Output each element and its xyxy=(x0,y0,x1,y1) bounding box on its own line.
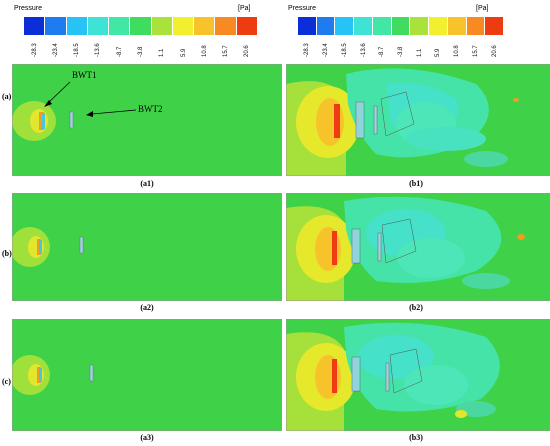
legend-swatch xyxy=(45,17,67,35)
legend-swatch xyxy=(194,17,216,35)
legend-swatch xyxy=(485,17,505,35)
pressure-legend-right: Pressure [Pa] -28.3 -23.4 -18.5 -13.6 -8.7 -3… xyxy=(286,0,550,60)
pressure-legend-left: Pressure [Pa] -28.3 -23.4 -18.5 -13.6 -8.7 -3… xyxy=(12,0,282,60)
legend-swatch xyxy=(172,17,195,35)
legend-swatch xyxy=(24,17,46,35)
panel-b1 xyxy=(286,64,550,176)
panel-caption-b3: (b3) xyxy=(409,433,423,442)
legend-swatch xyxy=(466,17,486,35)
panel-a3 xyxy=(12,319,282,431)
annotation-bwt2: BWT2 xyxy=(138,104,163,114)
panel-b3 xyxy=(286,319,550,431)
row-label-b: (b) xyxy=(2,249,12,258)
legend-color-bar xyxy=(298,17,505,35)
legend-swatch xyxy=(236,17,258,35)
legend-swatch xyxy=(354,17,373,35)
panel-a1 xyxy=(12,64,282,176)
panel-caption-a3: (a3) xyxy=(140,433,154,442)
legend-swatch xyxy=(447,17,467,35)
panel-a2 xyxy=(12,193,282,301)
legend-swatch xyxy=(151,17,173,35)
panel-caption-a1: (a1) xyxy=(140,179,154,188)
legend-swatch xyxy=(66,17,88,35)
legend-swatch xyxy=(335,17,355,35)
legend-swatch xyxy=(372,17,392,35)
panel-caption-b1: (b1) xyxy=(409,179,423,188)
legend-color-bar xyxy=(24,17,258,35)
panel-caption-b2: (b2) xyxy=(409,303,423,312)
legend-unit: [Pa] xyxy=(476,5,489,12)
legend-swatch xyxy=(87,17,110,35)
legend-swatch xyxy=(316,17,336,35)
row-label-c: (c) xyxy=(2,377,11,386)
legend-title: Pressure xyxy=(288,5,317,12)
legend-swatch xyxy=(215,17,237,35)
panel-b2 xyxy=(286,193,550,301)
legend-swatch xyxy=(391,17,411,35)
legend-swatch xyxy=(130,17,152,35)
legend-unit: [Pa] xyxy=(238,5,251,12)
panel-caption-a2: (a2) xyxy=(140,303,154,312)
legend-swatch xyxy=(410,17,430,35)
row-label-a: (a) xyxy=(2,92,12,101)
annotation-bwt1: BWT1 xyxy=(72,70,97,80)
legend-swatch xyxy=(429,17,448,35)
legend-title: Pressure xyxy=(14,5,43,12)
legend-swatch xyxy=(298,17,317,35)
legend-swatch xyxy=(109,17,131,35)
